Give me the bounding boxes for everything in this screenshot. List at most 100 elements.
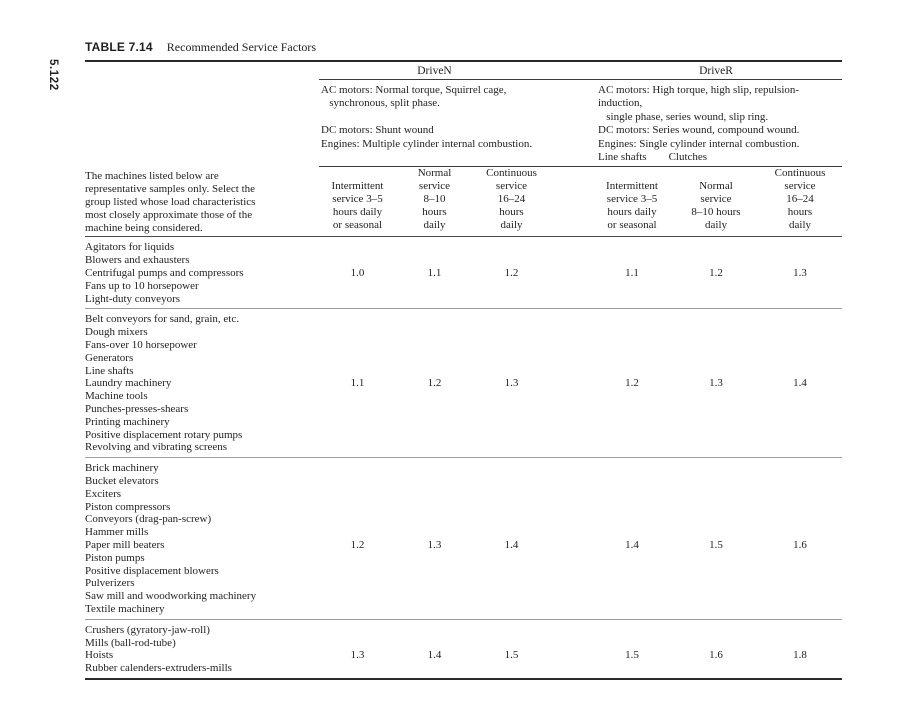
service-factor-value: 1.2 [709, 267, 723, 280]
service-factor-value [319, 241, 396, 254]
service-factor-value [319, 352, 396, 365]
service-factor-value [674, 293, 758, 306]
service-factor-value [758, 241, 842, 254]
service-factor-value [396, 526, 473, 539]
column-gap [550, 390, 590, 403]
column-gap [550, 662, 590, 675]
spanner-group: DriveN DriveR [319, 62, 842, 80]
driver-description: AC motors: High torque, high slip, repul… [598, 84, 800, 164]
table-row: Brick machinery [85, 462, 842, 475]
description-group: AC motors: Normal torque, Squirrel cage,… [319, 80, 842, 168]
service-factor-value [674, 403, 758, 416]
table-row: Printing machinery [85, 416, 842, 429]
driver-col-normal: Normal service 8–10 hours daily [691, 180, 741, 232]
service-factor-value [473, 462, 550, 475]
service-factor-value [396, 624, 473, 637]
service-factor-value [590, 280, 674, 293]
service-factor-value [590, 416, 674, 429]
service-factor-value [758, 365, 842, 378]
service-factor-value [590, 352, 674, 365]
service-factor-value [319, 501, 396, 514]
folio-page-number: 5.122 [47, 59, 59, 91]
service-factor-value [590, 441, 674, 454]
service-factor-value [473, 293, 550, 306]
service-factor-value [319, 526, 396, 539]
machine-group: Brick machinery Bucket elevators Exciter… [85, 458, 842, 620]
service-factor-value: 1.3 [709, 377, 723, 390]
service-factor-value [758, 429, 842, 442]
service-factor-value: 1.2 [427, 377, 442, 390]
service-factor-value [319, 416, 396, 429]
service-factor-value [674, 441, 758, 454]
service-factor-value [319, 280, 396, 293]
service-factor-value [590, 603, 674, 616]
service-factor-value [590, 326, 674, 339]
service-factor-value [396, 475, 473, 488]
service-factor-value [590, 241, 674, 254]
service-factor-value: 1.1 [625, 267, 639, 280]
service-factor-value [473, 416, 550, 429]
service-factor-value [396, 326, 473, 339]
driven-header: DriveN [417, 65, 452, 77]
table-row: Piston compressors [85, 501, 842, 514]
service-factor-value [590, 526, 674, 539]
service-factor-value [319, 637, 396, 650]
service-factor-value [473, 603, 550, 616]
service-factor-value [590, 390, 674, 403]
table-row: Crushers (gyratory-jaw-roll) [85, 624, 842, 637]
machine-name: Conveyors (drag-pan-screw) [85, 513, 212, 526]
service-factor-value [319, 390, 396, 403]
table-row: Fans up to 10 horsepower [85, 280, 842, 293]
service-factor-value [396, 365, 473, 378]
machine-name: Dough mixers [85, 326, 148, 339]
service-factor-value [590, 513, 674, 526]
service-factors-table: DriveN DriveR AC motors: Normal torque, … [85, 60, 842, 680]
service-factor-value [473, 513, 550, 526]
table-body: Agitators for liquids Blowers and exhaus… [85, 237, 842, 678]
service-factor-value [319, 429, 396, 442]
column-gap [550, 267, 590, 280]
service-factor-value [758, 637, 842, 650]
service-factor-value: 1.4 [793, 377, 807, 390]
column-gap [550, 539, 590, 552]
table-title: Recommended Service Factors [166, 40, 317, 54]
table-intro-note: The machines listed below are representa… [85, 170, 256, 235]
service-factor-value [396, 603, 473, 616]
service-factor-value [758, 488, 842, 501]
table-row: Machine tools [85, 390, 842, 403]
column-gap [550, 365, 590, 378]
table-row: Blowers and exhausters [85, 254, 842, 267]
service-factor-value [674, 462, 758, 475]
service-factor-value [319, 662, 396, 675]
service-factor-value [674, 339, 758, 352]
column-gap [550, 280, 590, 293]
table-row: Piston pumps [85, 552, 842, 565]
column-gap [550, 293, 590, 306]
service-factor-value [396, 662, 473, 675]
service-factor-value [674, 552, 758, 565]
service-factor-value [473, 662, 550, 675]
table-row: Mills (ball-rod-tube) [85, 637, 842, 650]
driven-col-intermittent: Intermittent service 3–5 hours daily or … [331, 180, 384, 232]
service-factor-value: 1.6 [793, 538, 807, 551]
table-label: TABLE 7.14 [85, 40, 153, 54]
service-factor-value: 1.8 [793, 649, 807, 662]
column-gap [550, 441, 590, 454]
machine-group: Crushers (gyratory-jaw-roll) Mills (ball… [85, 620, 842, 678]
column-gap [550, 416, 590, 429]
machine-name: Agitators for liquids [85, 241, 175, 254]
service-factor-value: 1.2 [504, 267, 519, 280]
column-gap [550, 603, 590, 616]
table-row: Generators [85, 352, 842, 365]
service-factor-value [473, 339, 550, 352]
service-factor-value [674, 501, 758, 514]
service-factor-value [674, 241, 758, 254]
service-factor-value [758, 590, 842, 603]
machine-name: Printing machinery [85, 415, 170, 428]
service-factor-value [319, 462, 396, 475]
service-factor-value [758, 475, 842, 488]
service-factor-value: 1.2 [350, 538, 365, 551]
service-factor-value [396, 590, 473, 603]
table-row: Dough mixers [85, 326, 842, 339]
